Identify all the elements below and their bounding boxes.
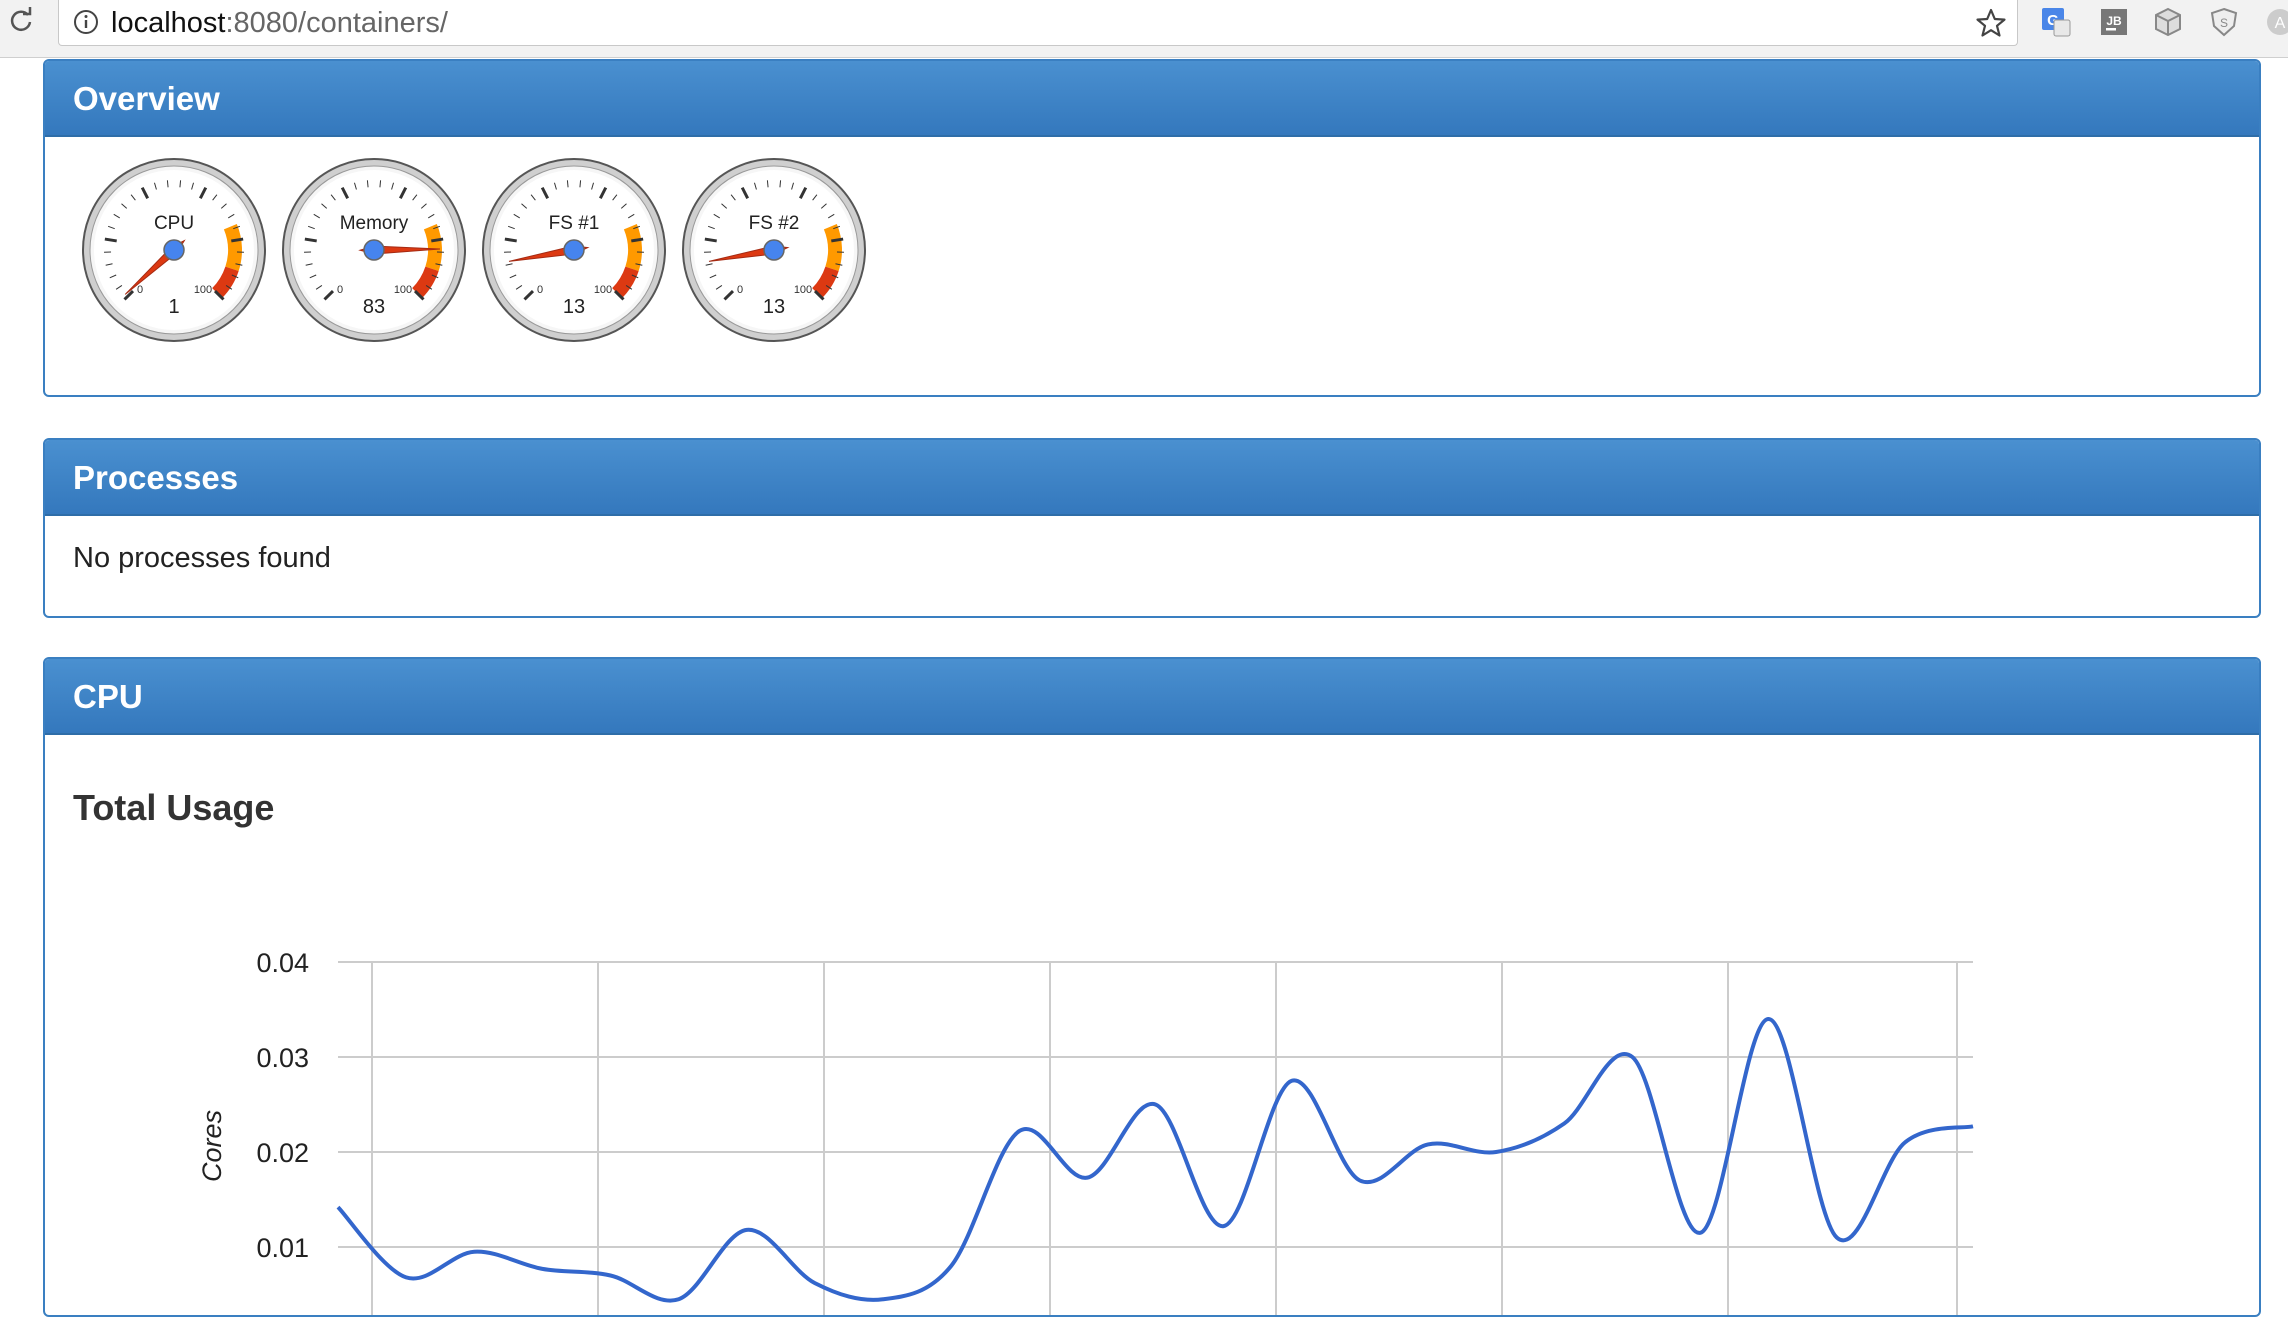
svg-text:A: A	[2275, 15, 2286, 32]
gauge-cpu: CPU 0 100 1	[81, 157, 267, 343]
a-extension-icon[interactable]: A	[2264, 6, 2288, 38]
overview-panel: Overview CPU 0 100 1 Memory 0 100 83 FS #1 0 100 13…	[43, 59, 2261, 397]
gauge-fs-2: FS #2 0 100 13	[681, 157, 867, 343]
shield-extension-icon[interactable]: S	[2208, 6, 2240, 38]
gauge-fs-1: FS #1 0 100 13	[481, 157, 667, 343]
svg-text:0: 0	[737, 284, 743, 296]
gauge-memory: Memory 0 100 83	[281, 157, 467, 343]
y-tick-label: 0.03	[256, 1043, 309, 1073]
bookmark-star-icon[interactable]	[1975, 7, 2007, 39]
browser-toolbar: localhost:8080/containers/ G JB S A	[0, 0, 2288, 58]
svg-text:S: S	[2220, 16, 2228, 30]
svg-text:1: 1	[168, 296, 179, 318]
svg-text:100: 100	[794, 284, 812, 296]
svg-text:0: 0	[337, 284, 343, 296]
jetbrains-icon[interactable]: JB	[2098, 6, 2130, 38]
info-icon[interactable]	[73, 9, 99, 35]
y-tick-label: 0.01	[256, 1233, 309, 1263]
overview-panel-heading: Overview	[45, 61, 2259, 137]
y-axis-label: Cores	[197, 1110, 227, 1182]
processes-panel-heading: Processes	[45, 440, 2259, 516]
svg-text:CPU: CPU	[154, 213, 194, 234]
y-tick-label: 0.02	[256, 1138, 309, 1168]
svg-text:83: 83	[363, 296, 385, 318]
svg-text:100: 100	[594, 284, 612, 296]
address-bar[interactable]: localhost:8080/containers/	[58, 0, 2018, 46]
url-text[interactable]: localhost:8080/containers/	[111, 6, 448, 40]
svg-text:Memory: Memory	[340, 213, 409, 234]
url-path: :8080/containers/	[225, 7, 447, 39]
overview-title: Overview	[73, 80, 220, 117]
svg-text:13: 13	[563, 296, 585, 318]
svg-text:0: 0	[537, 284, 543, 296]
y-tick-label: 0.04	[256, 948, 309, 978]
svg-text:FS #1: FS #1	[549, 213, 600, 234]
google-translate-icon[interactable]: G	[2040, 6, 2072, 38]
cube-extension-icon[interactable]	[2152, 6, 2184, 38]
processes-title: Processes	[73, 459, 238, 496]
svg-text:JB: JB	[2106, 14, 2122, 28]
no-processes-text: No processes found	[73, 542, 331, 575]
cpu-usage-chart: 0.04 0.03 0.02 0.01 Cores	[45, 659, 2259, 1317]
svg-text:FS #2: FS #2	[749, 213, 800, 234]
svg-text:13: 13	[763, 296, 785, 318]
url-host: localhost	[111, 7, 225, 39]
processes-panel: Processes No processes found	[43, 438, 2261, 618]
svg-text:100: 100	[394, 284, 412, 296]
svg-text:0: 0	[137, 284, 143, 296]
reload-icon[interactable]	[6, 6, 36, 36]
svg-text:100: 100	[194, 284, 212, 296]
